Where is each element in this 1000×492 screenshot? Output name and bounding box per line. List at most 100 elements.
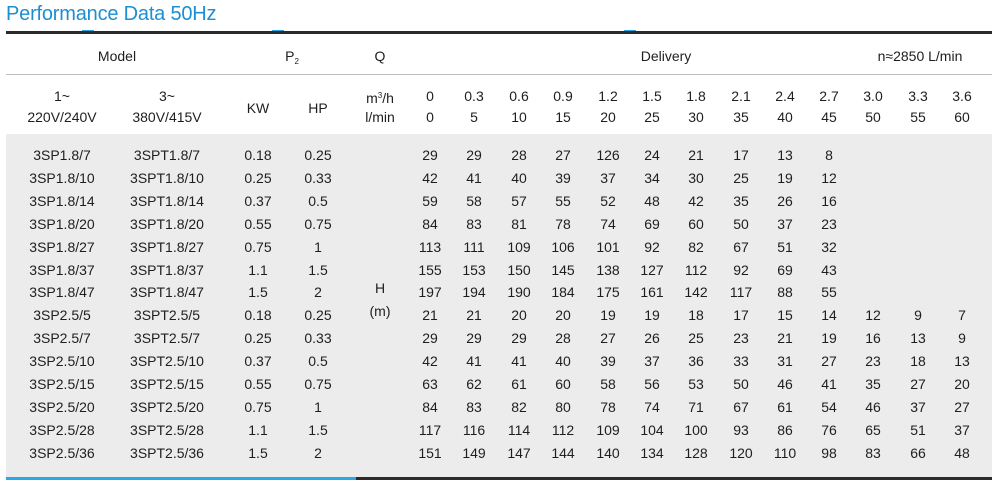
head-value-cell: 134 (640, 445, 664, 461)
head-value-cell: 36 (688, 353, 704, 369)
head-value-cell: 184 (551, 284, 575, 300)
head-value-cell: 39 (600, 353, 616, 369)
head-value-cell: 27 (555, 147, 571, 163)
kw-cell: 1.1 (248, 422, 268, 438)
head-value-cell: 37 (600, 170, 616, 186)
head-value-cell: 46 (865, 399, 881, 415)
head-value-cell: 48 (644, 193, 660, 209)
head-value-cell: 120 (729, 445, 753, 461)
head-value-cell: 34 (644, 170, 660, 186)
model-1phase-cell: 3SP2.5/7 (33, 330, 91, 346)
head-value-cell: 35 (733, 193, 749, 209)
flow-lmin-value: 20 (600, 109, 616, 125)
head-value-cell: 112 (551, 422, 575, 438)
head-value-cell: 20 (555, 307, 571, 323)
head-value-cell: 27 (600, 330, 616, 346)
head-value-cell: 37 (777, 216, 793, 232)
head-value-cell: 58 (466, 193, 482, 209)
head-value-cell: 28 (555, 330, 571, 346)
head-value-cell: 19 (644, 307, 660, 323)
head-value-cell: 50 (733, 216, 749, 232)
data-panel (6, 134, 992, 477)
delivery-header: Delivery (640, 48, 692, 64)
speed-header: n≈2850 L/min (877, 48, 963, 64)
head-value-cell: 19 (600, 307, 616, 323)
kw-cell: 1.5 (248, 284, 268, 300)
head-value-cell: 48 (954, 445, 970, 461)
model-3phase-cell: 3SPT2.5/10 (130, 353, 204, 369)
head-value-cell: 127 (640, 262, 664, 278)
model-1phase-cell: 3SP2.5/36 (29, 445, 95, 461)
head-value-cell: 71 (688, 399, 704, 415)
flow-m3h-value: 0.3 (464, 88, 484, 104)
head-value-cell: 23 (733, 330, 749, 346)
head-value-cell: 175 (596, 284, 620, 300)
head-value-cell: 13 (910, 330, 926, 346)
kw-cell: 0.37 (244, 193, 272, 209)
hp-cell: 1 (314, 239, 322, 255)
phase3-symbol: 3~ (159, 88, 175, 104)
head-value-cell: 194 (462, 284, 486, 300)
head-value-cell: 28 (511, 147, 527, 163)
head-value-cell: 32 (821, 239, 837, 255)
flow-m3h-value: 2.7 (819, 88, 839, 104)
model-1phase-cell: 3SP2.5/28 (29, 422, 95, 438)
head-value-cell: 27 (821, 353, 837, 369)
head-value-cell: 37 (910, 399, 926, 415)
head-value-cell: 26 (644, 330, 660, 346)
head-value-cell: 83 (466, 216, 482, 232)
head-label: H (374, 280, 386, 296)
model-3phase-cell: 3SPT2.5/5 (133, 307, 201, 323)
head-value-cell: 20 (511, 307, 527, 323)
head-value-cell: 18 (688, 307, 704, 323)
hp-cell: 0.5 (308, 193, 328, 209)
head-value-cell: 17 (733, 147, 749, 163)
flow-lmin-value: 15 (555, 109, 571, 125)
head-value-cell: 25 (688, 330, 704, 346)
head-value-cell: 21 (688, 147, 704, 163)
head-value-cell: 13 (954, 353, 970, 369)
p2-label: P (285, 48, 295, 64)
model-1phase-cell: 3SP2.5/10 (29, 353, 95, 369)
head-value-cell: 14 (821, 307, 837, 323)
m3h-unit-rest: /h (382, 90, 394, 106)
head-value-cell: 40 (555, 353, 571, 369)
model-3phase-cell: 3SPT2.5/20 (130, 399, 204, 415)
kw-cell: 0.75 (244, 239, 272, 255)
head-value-cell: 42 (422, 170, 438, 186)
head-value-cell: 59 (422, 193, 438, 209)
flow-m3h-value: 2.4 (775, 88, 795, 104)
kw-cell: 0.25 (244, 330, 272, 346)
head-value-cell: 74 (600, 216, 616, 232)
head-value-cell: 39 (555, 170, 571, 186)
head-value-cell: 9 (958, 330, 966, 346)
model-1phase-cell: 3SP1.8/10 (29, 170, 95, 186)
head-value-cell: 74 (644, 399, 660, 415)
head-value-cell: 80 (555, 399, 571, 415)
head-value-cell: 46 (777, 376, 793, 392)
model-3phase-cell: 3SPT1.8/20 (130, 216, 204, 232)
head-value-cell: 114 (507, 422, 531, 438)
head-value-cell: 55 (821, 284, 837, 300)
model-header: Model (97, 48, 137, 64)
flow-m3h-value: 0 (426, 88, 434, 104)
head-value-cell: 57 (511, 193, 527, 209)
head-value-cell: 24 (644, 147, 660, 163)
head-value-cell: 30 (688, 170, 704, 186)
model-3phase-cell: 3SPT1.8/10 (130, 170, 204, 186)
hp-cell: 2 (314, 284, 322, 300)
flow-m3h-value: 3.6 (952, 88, 972, 104)
hp-cell: 1 (314, 399, 322, 415)
m3h-unit: m3/h (366, 88, 394, 106)
accent-bar (6, 477, 356, 480)
head-value-cell: 69 (644, 216, 660, 232)
head-value-cell: 82 (511, 399, 527, 415)
head-unit: (m) (369, 303, 391, 319)
phase1-voltage: 220V/240V (27, 109, 97, 125)
head-value-cell: 86 (777, 422, 793, 438)
head-value-cell: 15 (777, 307, 793, 323)
kw-cell: 0.55 (244, 216, 272, 232)
head-value-cell: 83 (865, 445, 881, 461)
flow-lmin-value: 50 (865, 109, 881, 125)
head-value-cell: 29 (466, 147, 482, 163)
